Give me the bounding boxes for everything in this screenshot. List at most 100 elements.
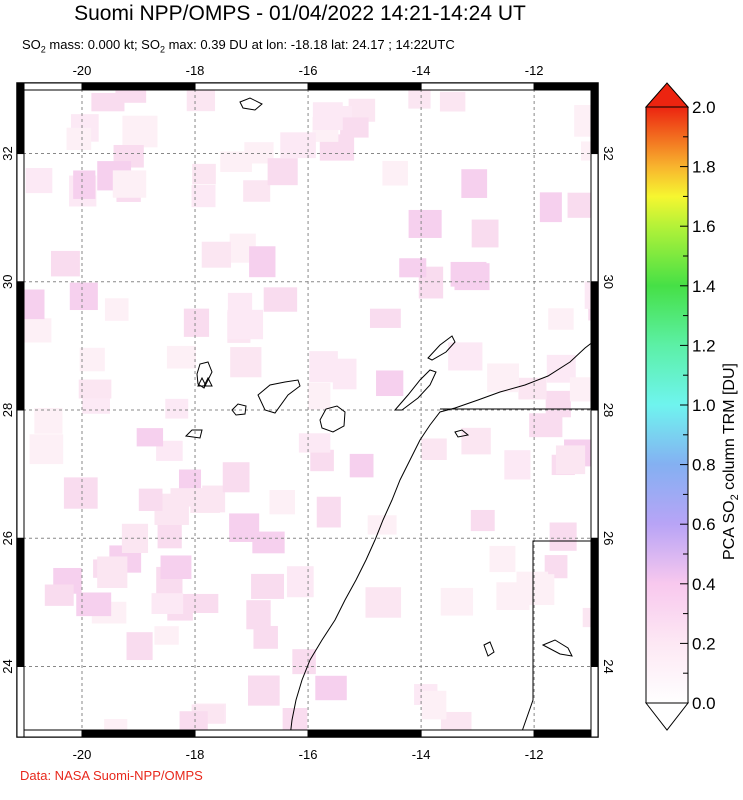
so2-pixel: [448, 342, 483, 371]
so2-pixel: [470, 509, 495, 532]
so2-pixel: [201, 241, 232, 268]
frame-segment: [533, 82, 599, 91]
so2-pixel: [79, 347, 105, 372]
colorbar-tick-label: 1.2: [692, 336, 716, 355]
so2-pixel: [408, 88, 431, 109]
so2-pixel: [126, 632, 153, 661]
so2-pixel: [192, 163, 216, 185]
colorbar-tick-label: 1.8: [692, 158, 716, 177]
island-gran-canaria: [319, 405, 346, 433]
so2-pixel: [227, 309, 264, 340]
so2-pixel: [165, 398, 189, 419]
graticule: [17, 83, 598, 737]
colorbar-tick-label: 1.6: [692, 217, 716, 236]
so2-pixel: [220, 151, 252, 172]
so2-pixel: [548, 308, 574, 330]
so2-pixel: [461, 427, 491, 455]
colorbar-tick-label: 0.4: [692, 575, 716, 594]
so2-pixel: [104, 298, 129, 321]
frame-segment: [590, 153, 599, 283]
lon-tick-label: -18: [186, 747, 205, 762]
so2-pixel: [316, 496, 341, 528]
so2-pixel: [569, 377, 598, 402]
colorbar-over-triangle: [644, 82, 690, 108]
frame-segment: [194, 729, 309, 738]
so2-pixel: [34, 408, 63, 434]
so2-pixel: [263, 287, 298, 312]
so2-pixel: [166, 345, 197, 369]
colorbar-tick-label: 2.0: [692, 98, 716, 117]
so2-pixel: [292, 649, 316, 675]
so2-pixel: [544, 555, 568, 579]
so2-pixel: [136, 428, 164, 447]
so2-pixel: [332, 358, 357, 390]
lat-tick-label: 28: [0, 403, 15, 417]
so2-pixel: [308, 382, 331, 410]
so2-pixel: [602, 86, 625, 113]
lon-tick-label: -12: [525, 63, 544, 78]
frame-segment: [590, 281, 599, 411]
island-tenerife: [257, 379, 301, 414]
so2-pixel: [151, 593, 184, 614]
so2-pixel: [349, 453, 374, 478]
so2-pixel: [29, 434, 64, 465]
so2-pixel: [487, 363, 519, 393]
so2-pixel: [44, 584, 74, 606]
frame-segment: [81, 729, 196, 738]
so2-pixel: [179, 711, 208, 732]
so2-pixel: [365, 587, 402, 618]
so2-pixel: [450, 261, 487, 287]
so2-pixel: [282, 708, 308, 732]
so2-pixel: [309, 351, 338, 383]
so2-pixel: [280, 132, 316, 159]
so2-pixel: [369, 308, 401, 328]
so2-pixel: [252, 531, 285, 554]
so2-pixel: [504, 450, 531, 480]
so2-pixel: [367, 515, 397, 535]
subtitle-text: max: 0.39 DU at lon: -18.18 lat: 24.17 ;…: [164, 37, 455, 52]
so2-pixel: [138, 488, 163, 511]
so2-pixel: [251, 573, 285, 599]
island-gomera: [231, 403, 247, 416]
so2-pixel: [63, 477, 98, 509]
frame-segment: [420, 729, 535, 738]
so2-pixel: [50, 250, 80, 277]
lon-tick-label: -14: [412, 63, 431, 78]
border-line: [519, 540, 598, 737]
lon-tick-label: -20: [73, 747, 92, 762]
so2-pixel: [408, 209, 442, 238]
lat-tick-label: 30: [0, 275, 15, 289]
colorbar-under-triangle: [644, 702, 690, 731]
subtitle-text: SO: [22, 37, 41, 52]
lon-tick-label: -12: [525, 747, 544, 762]
lon-tick-label: -14: [412, 747, 431, 762]
so2-pixel: [310, 449, 334, 472]
so2-pixel: [382, 160, 408, 186]
colorbar-tick-label: 1.0: [692, 396, 716, 415]
so2-pixel: [269, 490, 296, 515]
frame-segment: [194, 82, 309, 91]
so2-pixel: [247, 675, 280, 706]
so2-pixel: [594, 605, 598, 627]
so2-pixel: [183, 308, 210, 337]
so2-pixel: [298, 433, 331, 453]
lon-tick-label: -20: [73, 63, 92, 78]
so2-pixel: [187, 593, 219, 614]
so2-pixel: [97, 556, 128, 588]
island-fuerteventura: [393, 369, 437, 411]
so2-pixel: [545, 390, 572, 418]
so2-pixel: [348, 98, 376, 122]
map-title: Suomi NPP/OMPS - 01/04/2022 14:21-14:24 …: [74, 2, 526, 25]
colorbar-tick-label: 0.6: [692, 515, 716, 534]
map-subtitle: SO2 mass: 0.000 kt; SO2 max: 0.39 DU at …: [22, 37, 455, 55]
lat-tick-label: 28: [601, 403, 616, 417]
so2-pixel: [230, 347, 262, 378]
so2-pixel: [222, 462, 250, 493]
so2-pixel: [399, 258, 427, 278]
frame-segment: [16, 665, 25, 738]
island-la-palma: [196, 361, 213, 389]
lat-tick-label: 30: [601, 275, 616, 289]
colorbar-tick-label: 0.0: [692, 694, 716, 713]
colorbar-label: PCA SO2 column TRM [DU]: [721, 363, 741, 560]
